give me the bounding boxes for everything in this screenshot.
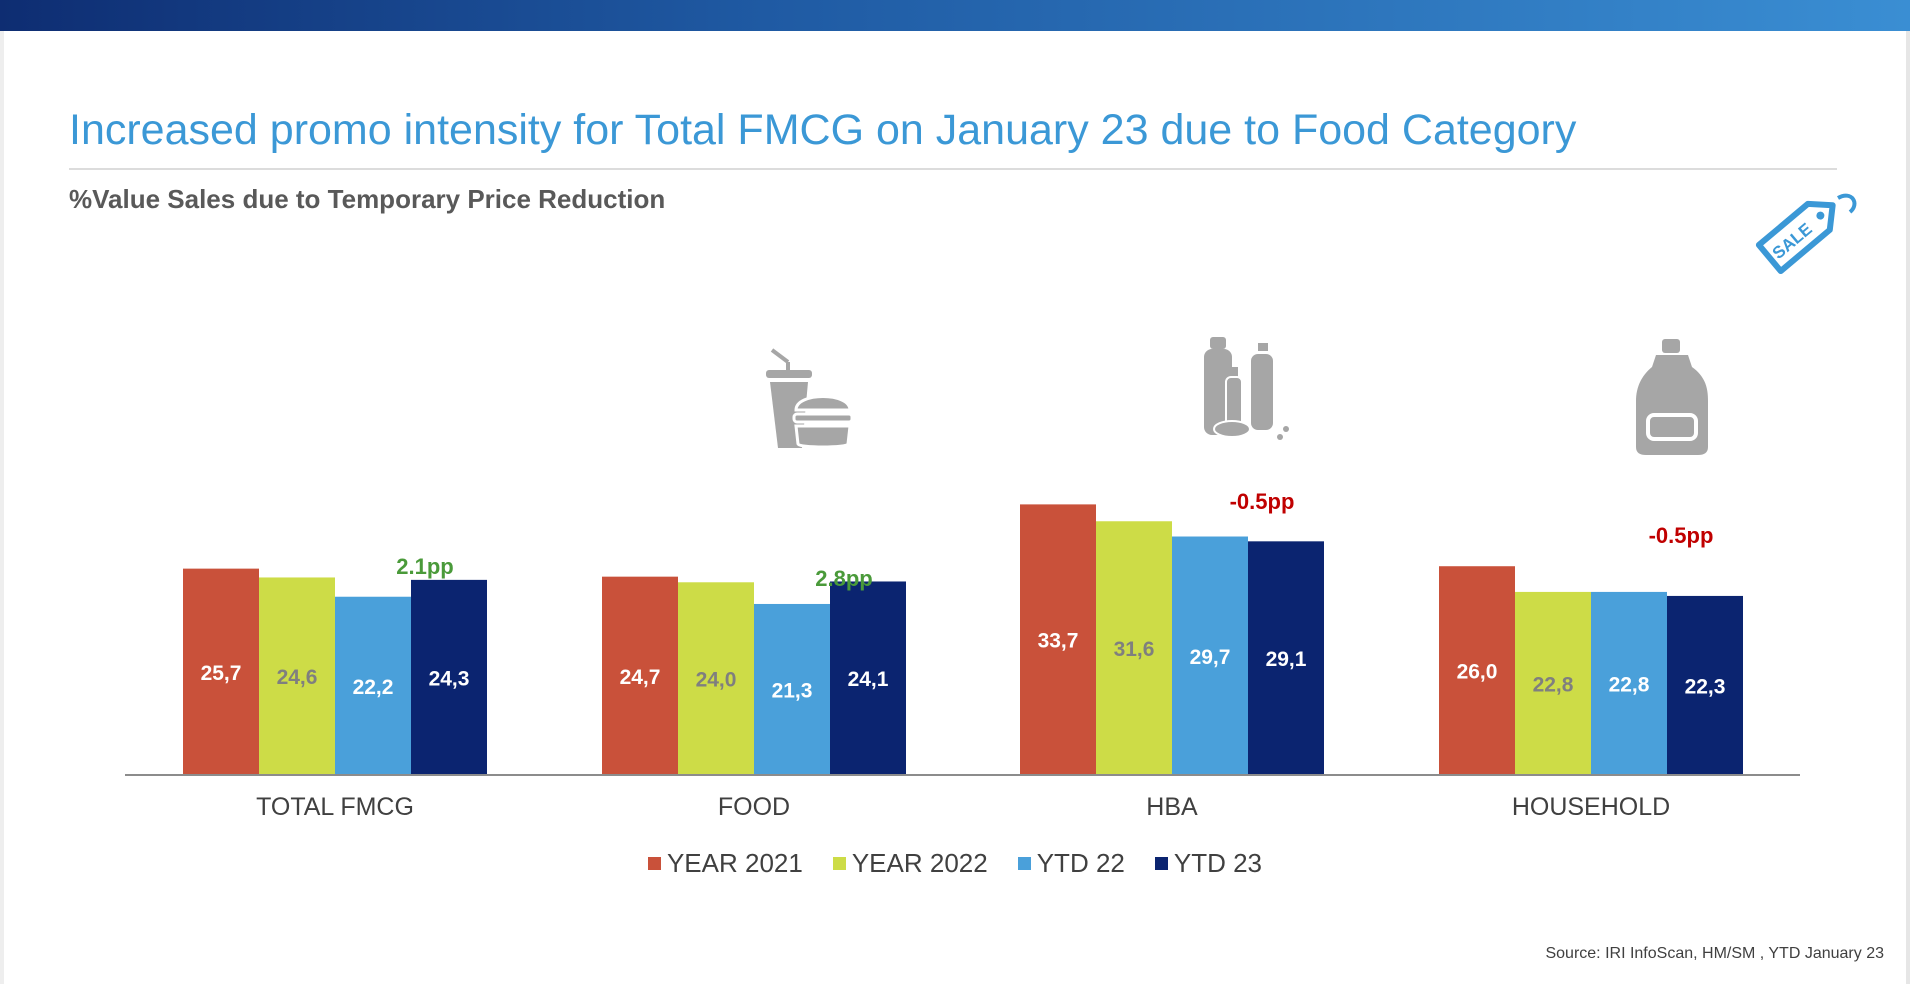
data-label: 33,7 — [1038, 630, 1079, 653]
bar-year-2022-food — [678, 582, 754, 775]
legend-label: YEAR 2021 — [666, 848, 803, 878]
legend-item: YTD 23 — [1154, 848, 1263, 879]
category-label: HBA — [1146, 793, 1198, 821]
data-label: 21,3 — [772, 679, 813, 702]
data-label: 26,0 — [1457, 661, 1498, 684]
burger-drink-icon — [766, 348, 854, 449]
bar-ytd-23-hba — [1248, 541, 1324, 775]
legend-swatch-ytd-22 — [1017, 857, 1031, 870]
bar-year-2022-hba — [1096, 521, 1172, 775]
delta-annotation: -0.5pp — [1230, 489, 1295, 514]
legend-item: YTD 22 — [1017, 848, 1125, 879]
legend-swatch-year-2022 — [832, 857, 846, 870]
data-label: 24,3 — [429, 667, 470, 690]
bar-ytd-23-household — [1667, 595, 1743, 775]
category-label: HOUSEHOLD — [1512, 793, 1670, 821]
data-label: 31,6 — [1114, 638, 1155, 661]
bar-ytd-22-household — [1591, 591, 1667, 775]
bar-year-2022-household — [1515, 591, 1591, 775]
data-label: 22,2 — [353, 676, 394, 699]
chart-legend: YEAR 2021 YEAR 2022 YTD 22 YTD 23 — [0, 848, 1910, 879]
source-note: Source: IRI InfoScan, HM/SM , YTD Januar… — [1545, 945, 1884, 962]
legend-swatch-year-2021 — [647, 857, 661, 870]
header-bar — [0, 0, 1910, 31]
cosmetics-bottles-icon — [1204, 337, 1289, 440]
bar-year-2021-hba — [1020, 504, 1096, 775]
bar-ytd-22-total-fmcg — [335, 596, 411, 775]
delta-annotation: -0.5pp — [1649, 523, 1714, 548]
delta-annotation: 2.1pp — [396, 554, 453, 579]
legend-item: YEAR 2021 — [647, 848, 803, 879]
right-border — [1906, 31, 1910, 984]
delta-annotation: 2.8pp — [815, 566, 872, 591]
left-border — [0, 31, 4, 984]
data-label: 29,1 — [1266, 648, 1307, 671]
title-divider — [69, 168, 1837, 170]
data-label: 22,8 — [1533, 673, 1574, 696]
data-label: 25,7 — [201, 662, 242, 685]
legend-swatch-ytd-23 — [1154, 857, 1168, 870]
data-label: 29,7 — [1190, 646, 1231, 669]
bar-year-2021-total-fmcg — [183, 568, 259, 775]
legend-item: YEAR 2022 — [832, 848, 988, 879]
data-label: 22,8 — [1609, 673, 1650, 696]
legend-label: YEAR 2022 — [851, 848, 988, 878]
legend-label: YTD 23 — [1173, 848, 1263, 878]
bar-year-2021-food — [602, 576, 678, 775]
category-label: FOOD — [718, 793, 790, 821]
chart-subtitle: %Value Sales due to Temporary Price Redu… — [69, 184, 666, 214]
detergent-bottle-icon — [1636, 339, 1708, 455]
bar-year-2022-total-fmcg — [259, 577, 335, 775]
bar-ytd-23-total-fmcg — [411, 579, 487, 775]
bar-ytd-22-hba — [1172, 536, 1248, 775]
legend-label: YTD 22 — [1036, 848, 1125, 878]
data-label: 24,6 — [277, 666, 318, 689]
page-title: Increased promo intensity for Total FMCG… — [69, 106, 1577, 154]
data-label: 22,3 — [1685, 675, 1726, 698]
data-label: 24,0 — [696, 669, 737, 692]
data-label: 24,7 — [620, 666, 661, 689]
bar-ytd-22-food — [754, 603, 830, 775]
bar-ytd-23-food — [830, 581, 906, 775]
sale-tag-icon: SALE — [1755, 193, 1857, 275]
data-label: 24,1 — [848, 668, 889, 691]
category-label: TOTAL FMCG — [256, 793, 414, 821]
bar-year-2021-household — [1439, 566, 1515, 775]
